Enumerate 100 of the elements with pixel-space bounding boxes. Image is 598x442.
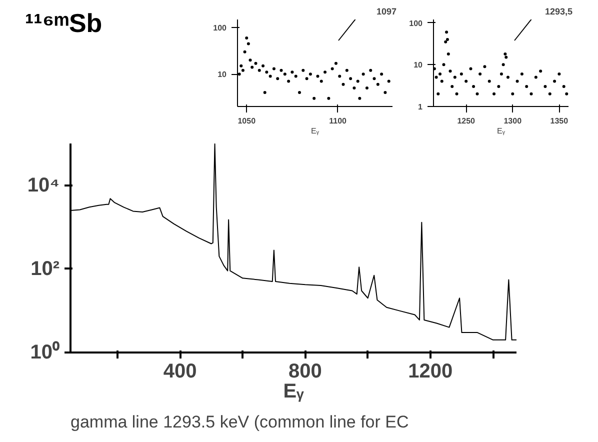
point [511,92,514,96]
chart-title: ¹¹⁶ᵐSb [25,7,102,40]
point [342,82,345,86]
point [268,74,272,78]
point [516,80,519,83]
point [504,56,508,59]
x-tick-label: 400 [163,360,197,382]
point [352,86,356,90]
x-tick-label: 1250 [457,116,476,126]
point [384,91,387,94]
point [548,92,552,96]
point [305,77,308,80]
x-tick-label: 1200 [408,360,453,382]
point [240,64,243,68]
point [358,96,362,100]
point [460,72,463,76]
point [434,76,438,79]
point [263,91,266,94]
point [472,85,476,88]
x-axis-title: Eᵧ [497,126,506,136]
point [241,68,244,72]
point [438,72,442,76]
point [445,30,448,34]
point [469,67,472,70]
point [380,72,384,76]
point [446,38,449,41]
point [265,70,268,74]
point [442,63,446,66]
point [565,92,568,96]
point [483,65,486,68]
point [530,92,533,96]
x-tick-label: 1350 [550,116,569,126]
point [440,80,444,83]
point [272,67,276,70]
x-axis-title: Eᵧ [283,380,305,402]
point [316,74,320,78]
point [298,91,301,94]
point [478,72,482,76]
point [290,70,294,74]
point [544,85,547,88]
point [320,80,323,83]
text: 1293,5 [544,6,573,16]
x-tick-label: 1050 [238,116,256,126]
text: 1097 [376,6,397,16]
point [450,85,454,88]
point [312,96,316,100]
x-tick-label: 1100 [329,116,348,126]
point [444,40,448,44]
y-tick-label: 10 [414,60,424,70]
point [243,50,246,54]
point [280,68,283,72]
point [248,58,252,62]
x-tick-label: 1300 [504,116,522,126]
point [558,72,561,76]
point [525,85,528,88]
y-tick-label: 100 [213,24,228,33]
point [276,77,280,80]
point [324,70,327,74]
point [308,72,312,76]
point [369,68,372,72]
point [492,92,496,96]
point [330,67,334,70]
point [520,72,524,76]
point [562,85,566,88]
point [376,82,380,86]
point [506,76,510,79]
point [500,72,503,76]
point [464,80,468,83]
point [246,42,250,46]
point [262,64,265,68]
point [553,80,556,83]
point [372,77,376,80]
point [294,74,298,78]
point [497,85,500,88]
point [448,70,452,73]
point [502,63,505,66]
point [283,72,286,76]
y-tick-label: 10⁰ [30,340,60,364]
point [250,66,254,69]
y-tick-label: 10² [30,258,60,280]
point [455,92,458,96]
point [453,76,456,79]
point [302,68,305,72]
point [356,80,360,83]
point [258,68,261,72]
point [254,62,258,65]
point [327,96,330,100]
point [446,52,450,56]
x-tick-label: 800 [288,360,322,382]
point [287,80,290,83]
point [338,74,342,78]
y-tick-label: 10 [218,70,228,80]
x-axis-title: Eᵧ [311,126,320,136]
point [436,92,440,96]
point [349,77,352,80]
point [365,86,368,90]
point [334,62,338,65]
point [245,36,248,40]
point [345,68,348,72]
y-tick-label: 100 [409,18,424,28]
